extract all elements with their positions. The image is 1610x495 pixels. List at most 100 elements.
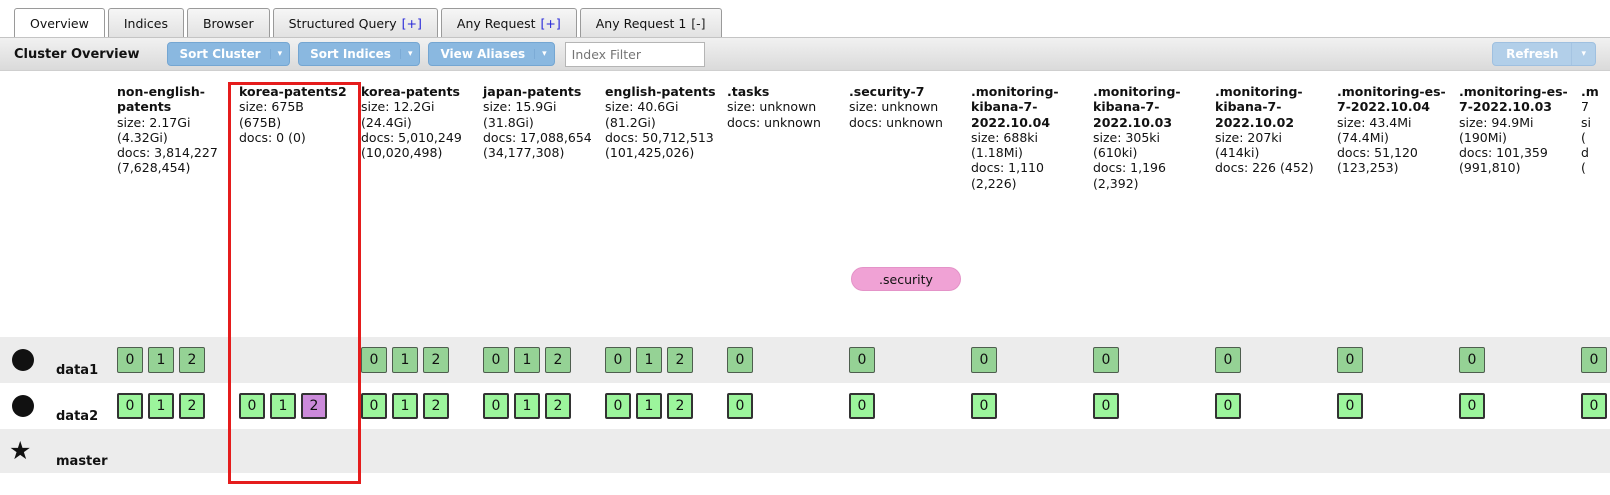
shard-box[interactable]: 2 bbox=[667, 347, 693, 373]
header-gutter bbox=[0, 84, 115, 267]
sort-cluster-button[interactable]: Sort Cluster ▾ bbox=[167, 42, 291, 66]
shard-box[interactable]: 0 bbox=[483, 347, 509, 373]
shard-cell: 0 bbox=[1457, 337, 1579, 383]
index-name[interactable]: english-patents bbox=[605, 84, 716, 99]
shard-box[interactable]: 0 bbox=[117, 347, 143, 373]
index-name[interactable]: .monitoring-kibana-7-2022.10.02 bbox=[1215, 84, 1303, 130]
index-stats: size: 43.4Mi (74.4Mi) docs: 51,120 (123,… bbox=[1337, 114, 1418, 176]
tab-indices[interactable]: Indices bbox=[107, 8, 184, 37]
master-star-icon: ★ bbox=[9, 436, 32, 465]
chevron-down-icon: ▾ bbox=[399, 48, 420, 60]
shard-box[interactable]: 1 bbox=[636, 347, 662, 373]
shard-box[interactable]: 0 bbox=[1337, 347, 1363, 373]
shard-box[interactable]: 2 bbox=[179, 347, 205, 373]
shard-box[interactable]: 0 bbox=[1337, 393, 1363, 419]
shard-box[interactable]: 1 bbox=[514, 347, 540, 373]
shard-cell bbox=[847, 429, 969, 473]
view-aliases-button[interactable]: View Aliases ▾ bbox=[428, 42, 555, 66]
shard-cell: 0 bbox=[1091, 383, 1213, 429]
shard-box[interactable]: 2 bbox=[545, 347, 571, 373]
index-name[interactable]: korea-patents2 bbox=[239, 84, 347, 99]
index-name[interactable]: .security-7 bbox=[849, 84, 925, 99]
tab-add-icon[interactable]: [+] bbox=[401, 15, 422, 31]
index-name[interactable]: .monitoring-kibana-7-2022.10.04 bbox=[971, 84, 1059, 130]
tab-overview[interactable]: Overview bbox=[14, 8, 105, 37]
shard-box[interactable]: 0 bbox=[727, 347, 753, 373]
shard-box[interactable]: 1 bbox=[636, 393, 662, 419]
shard-box[interactable]: 2 bbox=[667, 393, 693, 419]
shard-box[interactable]: 0 bbox=[361, 393, 387, 419]
refresh-menu-chevron-down-icon[interactable]: ▾ bbox=[1571, 43, 1595, 65]
shard-box[interactable]: 0 bbox=[1459, 393, 1485, 419]
shard-box[interactable]: 2 bbox=[545, 393, 571, 419]
shard-box[interactable]: 0 bbox=[727, 393, 753, 419]
shard-cell: 0 bbox=[1213, 383, 1335, 429]
node-name[interactable]: master bbox=[56, 454, 108, 469]
alias-cell bbox=[115, 267, 237, 337]
sort-indices-button[interactable]: Sort Indices ▾ bbox=[298, 42, 421, 66]
index-name[interactable]: .monitoring-kibana-7-2022.10.03 bbox=[1093, 84, 1181, 130]
node-name[interactable]: data2 bbox=[56, 409, 99, 424]
shard-box[interactable]: 0 bbox=[605, 347, 631, 373]
shard-box[interactable]: 0 bbox=[1215, 347, 1241, 373]
index-name[interactable]: .m bbox=[1581, 84, 1599, 99]
shard-box[interactable]: 2 bbox=[423, 347, 449, 373]
shard-box[interactable]: 0 bbox=[1215, 393, 1241, 419]
node-name[interactable]: data1 bbox=[56, 363, 99, 378]
shard-box[interactable]: 0 bbox=[1581, 347, 1607, 373]
shard-box[interactable]: 2 bbox=[423, 393, 449, 419]
shard-cell bbox=[725, 429, 847, 473]
shard-box[interactable]: 0 bbox=[971, 393, 997, 419]
tab-any-request-1[interactable]: Any Request 1 [-] bbox=[579, 8, 722, 37]
shard-box[interactable]: 1 bbox=[270, 393, 296, 419]
shard-cell bbox=[969, 429, 1091, 473]
index-name[interactable]: .tasks bbox=[727, 84, 770, 99]
tab-label: Indices bbox=[123, 15, 168, 31]
shard-box[interactable]: 1 bbox=[514, 393, 540, 419]
shard-box[interactable]: 0 bbox=[849, 347, 875, 373]
index-name[interactable]: .monitoring-es-7-2022.10.04 bbox=[1337, 84, 1446, 115]
shard-cell bbox=[1457, 429, 1579, 473]
node-circle-icon bbox=[12, 349, 34, 371]
shard-box[interactable]: 0 bbox=[239, 393, 265, 419]
alias-cell bbox=[481, 267, 603, 337]
index-header-cell: korea-patents2 size: 675B (675B) docs: 0 … bbox=[237, 84, 359, 267]
shard-cell: 0 bbox=[1335, 383, 1457, 429]
shard-box[interactable]: 0 bbox=[361, 347, 387, 373]
shard-box[interactable]: 0 bbox=[483, 393, 509, 419]
shard-cell bbox=[603, 429, 725, 473]
index-name[interactable]: non-english-patents bbox=[117, 84, 205, 115]
refresh-button[interactable]: Refresh ▾ bbox=[1492, 42, 1596, 66]
shard-box[interactable]: 0 bbox=[117, 393, 143, 419]
shard-box[interactable]: 1 bbox=[148, 393, 174, 419]
index-name[interactable]: .monitoring-es-7-2022.10.03 bbox=[1459, 84, 1568, 115]
index-filter-input[interactable] bbox=[564, 41, 705, 67]
shard-box[interactable]: 0 bbox=[1093, 347, 1119, 373]
shard-box[interactable]: 0 bbox=[1581, 393, 1607, 419]
index-header-cell: .security-7 size: unknown docs: unknown bbox=[847, 84, 969, 267]
shard-box[interactable]: 0 bbox=[1459, 347, 1485, 373]
shard-box[interactable]: 1 bbox=[148, 347, 174, 373]
shard-box[interactable]: 2 bbox=[179, 393, 205, 419]
shard-box[interactable]: 0 bbox=[1093, 393, 1119, 419]
tab-browser[interactable]: Browser bbox=[186, 8, 270, 37]
tab-structured-query[interactable]: Structured Query [+] bbox=[272, 8, 438, 37]
shard-box[interactable]: 1 bbox=[392, 347, 418, 373]
shard-box[interactable]: 0 bbox=[605, 393, 631, 419]
shard-box[interactable]: 2 bbox=[301, 393, 327, 419]
index-stats: 7 si ( d ( bbox=[1581, 99, 1591, 176]
shard-box[interactable]: 0 bbox=[849, 393, 875, 419]
tab-any-request[interactable]: Any Request [+] bbox=[440, 8, 577, 37]
index-name[interactable]: japan-patents bbox=[483, 84, 582, 99]
tab-add-icon[interactable]: [+] bbox=[540, 15, 561, 31]
tab-label: Structured Query bbox=[288, 15, 397, 31]
alias-cell bbox=[359, 267, 481, 337]
refresh-label[interactable]: Refresh bbox=[1506, 47, 1559, 61]
index-name[interactable]: korea-patents bbox=[361, 84, 460, 99]
tab-close-icon[interactable]: [-] bbox=[691, 15, 706, 31]
shard-box[interactable]: 1 bbox=[392, 393, 418, 419]
shard-box[interactable]: 0 bbox=[971, 347, 997, 373]
